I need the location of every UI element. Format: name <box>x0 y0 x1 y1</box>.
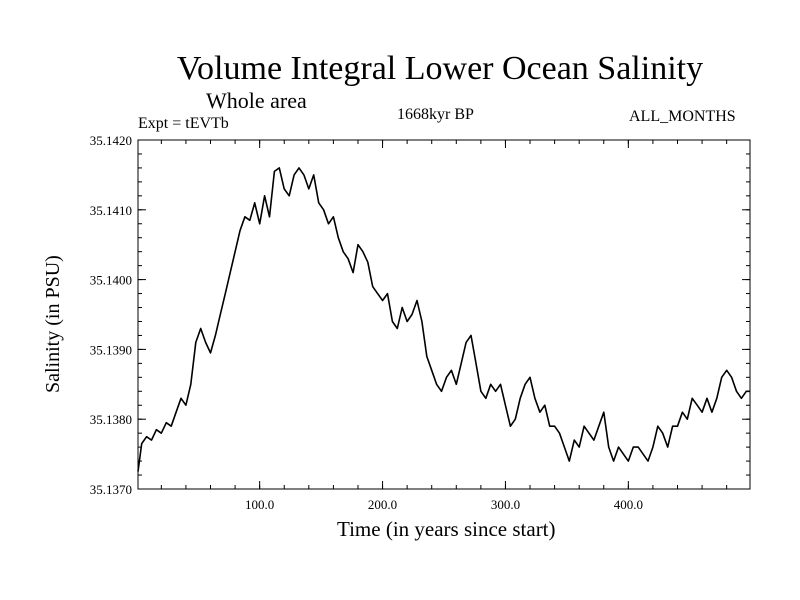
chart-subtitle: Whole area <box>206 88 307 113</box>
x-tick-label: 300.0 <box>491 497 520 512</box>
x-tick-label: 100.0 <box>245 497 274 512</box>
x-axis-label: Time (in years since start) <box>337 517 556 541</box>
chart-title: Volume Integral Lower Ocean Salinity <box>176 50 704 87</box>
period-label: 1668kyr BP <box>397 106 474 123</box>
experiment-label: Expt = tEVTb <box>138 115 229 132</box>
y-tick-label: 35.1400 <box>90 273 132 288</box>
y-tick-label: 35.1370 <box>90 482 132 497</box>
series-line-salinity <box>137 167 750 472</box>
plot-frame <box>137 139 751 490</box>
x-tick-label: 400.0 <box>614 497 643 512</box>
months-label: ALL_MONTHS <box>629 108 736 125</box>
x-tick-label: 200.0 <box>368 497 397 512</box>
y-tick-label: 35.1380 <box>90 412 132 427</box>
y-tick-label: 35.1420 <box>90 133 132 148</box>
y-tick-label: 35.1390 <box>90 342 132 357</box>
y-tick-label: 35.1410 <box>90 203 132 218</box>
